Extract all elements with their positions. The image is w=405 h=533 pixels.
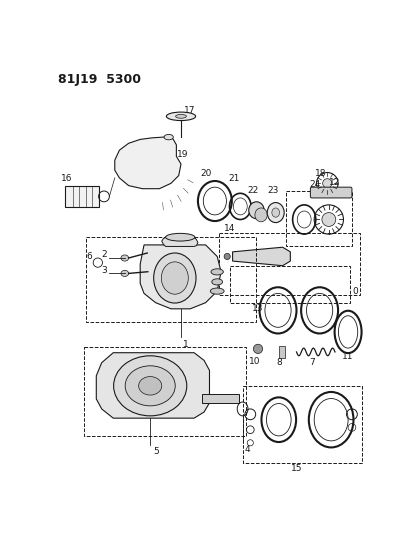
Ellipse shape (166, 233, 195, 241)
Text: 3: 3 (101, 266, 107, 275)
Ellipse shape (176, 115, 186, 118)
Bar (202, 393, 239, 403)
Text: 1: 1 (183, 340, 188, 349)
Text: 8: 8 (277, 358, 282, 367)
Text: 19: 19 (177, 150, 189, 159)
FancyBboxPatch shape (310, 187, 352, 198)
Ellipse shape (139, 377, 162, 395)
Polygon shape (232, 247, 290, 265)
Ellipse shape (272, 208, 279, 217)
Text: 23: 23 (267, 186, 278, 195)
Text: 11: 11 (342, 352, 354, 361)
Text: 2: 2 (101, 251, 107, 260)
Polygon shape (96, 353, 209, 418)
Polygon shape (115, 137, 181, 189)
Ellipse shape (267, 203, 284, 223)
Polygon shape (140, 245, 221, 309)
Text: 20: 20 (200, 169, 211, 178)
Text: 17: 17 (184, 106, 196, 115)
Bar (286, 191, 352, 246)
Ellipse shape (166, 112, 196, 120)
Text: 10: 10 (249, 357, 261, 366)
Ellipse shape (212, 279, 223, 285)
Text: 12: 12 (329, 178, 341, 187)
Circle shape (322, 213, 336, 227)
Bar (243, 386, 362, 463)
Polygon shape (162, 237, 198, 246)
Ellipse shape (164, 134, 173, 140)
Bar (220, 233, 360, 295)
Ellipse shape (114, 356, 187, 416)
Text: 24: 24 (309, 180, 321, 189)
Text: 4: 4 (244, 445, 250, 454)
Text: 21: 21 (228, 174, 240, 183)
Bar (279, 346, 285, 358)
Text: 22: 22 (248, 186, 259, 195)
Text: 0: 0 (352, 287, 358, 296)
Ellipse shape (249, 202, 264, 219)
Text: 13: 13 (252, 304, 263, 313)
Text: 15: 15 (291, 464, 302, 473)
Text: 14: 14 (224, 224, 235, 233)
Ellipse shape (125, 366, 175, 406)
Circle shape (254, 344, 262, 353)
Text: 6: 6 (86, 252, 92, 261)
Text: 18: 18 (315, 169, 326, 178)
Bar (86, 237, 256, 322)
Bar (66, 185, 99, 207)
Text: 16: 16 (61, 174, 72, 183)
Ellipse shape (211, 269, 223, 275)
Text: 5: 5 (153, 447, 159, 456)
Ellipse shape (210, 288, 224, 294)
Text: 7: 7 (309, 358, 315, 367)
Circle shape (323, 179, 332, 188)
Ellipse shape (121, 270, 129, 277)
Ellipse shape (255, 208, 267, 222)
Ellipse shape (161, 262, 188, 294)
Bar (230, 265, 350, 303)
Text: 81J19  5300: 81J19 5300 (58, 73, 141, 86)
Ellipse shape (153, 253, 196, 303)
Ellipse shape (121, 255, 129, 261)
Bar (84, 348, 246, 436)
Circle shape (224, 253, 230, 260)
